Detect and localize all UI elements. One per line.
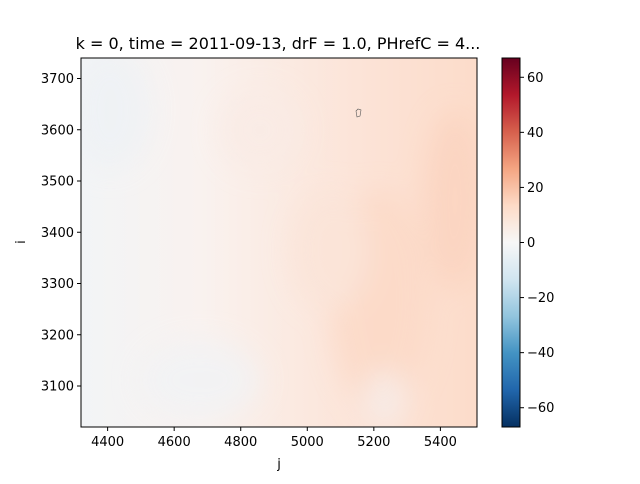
cool-patch	[365, 370, 405, 427]
cool-patch	[140, 340, 260, 420]
island-outline	[355, 108, 362, 118]
x-tick-label: 5400	[424, 435, 457, 450]
plot-frame	[80, 57, 478, 428]
y-tick-label: 3200	[41, 328, 74, 343]
colorbar	[501, 57, 521, 428]
y-tick-label: 3300	[41, 277, 74, 292]
colorbar-tick-label: −20	[527, 291, 554, 306]
x-tick-label: 4400	[91, 435, 124, 450]
y-tick-label: 3100	[41, 380, 74, 395]
cool-patch	[81, 58, 150, 170]
x-tick-label: 5200	[357, 435, 390, 450]
x-axis-label: j	[276, 457, 281, 472]
y-axis-label: i	[14, 240, 29, 244]
warm-patch	[220, 90, 300, 170]
colorbar-tick-label: −60	[527, 401, 554, 416]
y-tick-label: 3500	[41, 175, 74, 190]
y-tick-label: 3600	[41, 123, 74, 138]
colorbar-tick-label: 20	[527, 181, 544, 196]
colorbar-tick-label: −40	[527, 346, 554, 361]
heatmap-texture	[81, 58, 477, 427]
x-tick-label: 4600	[158, 435, 191, 450]
y-tick-label: 3700	[41, 72, 74, 87]
y-axis: 3100 3200 3300 3400 3500 3600 3700	[41, 72, 81, 395]
chart-title: k = 0, time = 2011-09-13, drF = 1.0, PHr…	[76, 34, 481, 53]
colorbar-ticks: 60 40 20 0 −20 −40 −60	[520, 71, 554, 416]
warm-patch	[290, 190, 370, 310]
y-tick-label: 3400	[41, 226, 74, 241]
x-tick-label: 4800	[224, 435, 257, 450]
x-axis: 4400 4600 4800 5000 5200 5400	[91, 427, 457, 450]
colorbar-tick-label: 40	[527, 126, 544, 141]
colorbar-tick-label: 0	[527, 236, 535, 251]
warm-patch	[425, 110, 477, 290]
heatmap-field	[81, 58, 477, 427]
colorbar-tick-label: 60	[527, 71, 544, 86]
x-tick-label: 5000	[291, 435, 324, 450]
